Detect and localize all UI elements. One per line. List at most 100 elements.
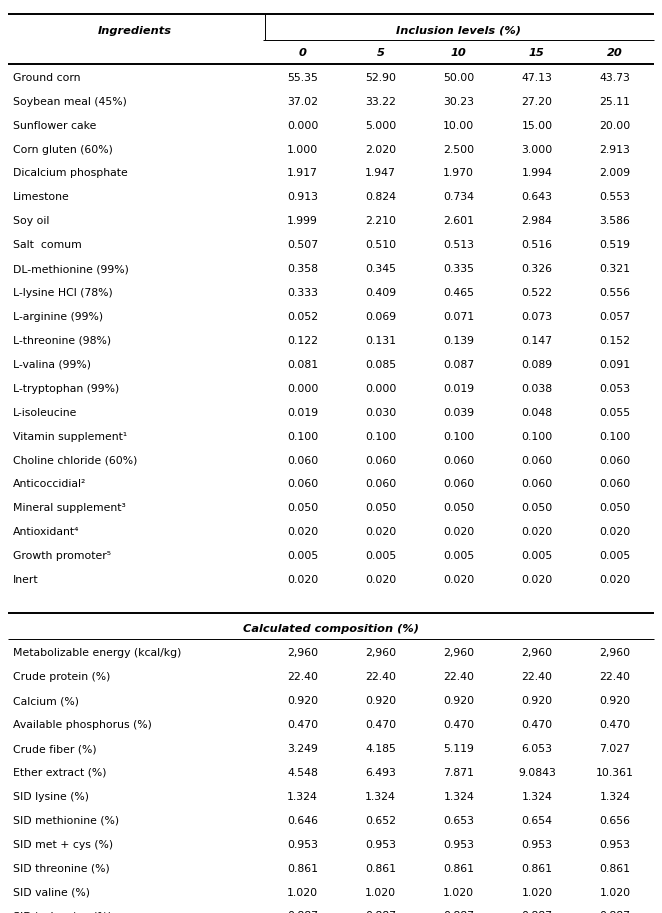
Text: 0.470: 0.470 xyxy=(521,720,553,730)
Text: 30.23: 30.23 xyxy=(444,97,474,107)
Text: 0.005: 0.005 xyxy=(443,551,475,561)
Text: 7.027: 7.027 xyxy=(600,744,630,754)
Text: 1.917: 1.917 xyxy=(287,169,318,178)
Text: Ground corn: Ground corn xyxy=(13,73,81,83)
Text: SID met + cys (%): SID met + cys (%) xyxy=(13,840,113,850)
Text: Metabolizable energy (kcal/kg): Metabolizable energy (kcal/kg) xyxy=(13,648,181,658)
Text: 2,960: 2,960 xyxy=(287,648,318,658)
Text: 1.324: 1.324 xyxy=(522,792,552,802)
Text: Soybean meal (45%): Soybean meal (45%) xyxy=(13,97,127,107)
Text: 0.060: 0.060 xyxy=(287,479,318,489)
Text: 0.953: 0.953 xyxy=(365,840,396,850)
Text: DL-methionine (99%): DL-methionine (99%) xyxy=(13,264,129,274)
Text: 2,960: 2,960 xyxy=(521,648,553,658)
Text: 0.020: 0.020 xyxy=(599,575,631,585)
Text: 0.073: 0.073 xyxy=(521,312,553,322)
Text: 0.409: 0.409 xyxy=(365,289,397,298)
Text: 0.060: 0.060 xyxy=(521,456,553,466)
Text: 0.321: 0.321 xyxy=(600,264,630,274)
Text: Choline chloride (60%): Choline chloride (60%) xyxy=(13,456,138,466)
Text: 0.087: 0.087 xyxy=(443,360,475,370)
Text: 52.90: 52.90 xyxy=(365,73,396,83)
Text: 1.947: 1.947 xyxy=(365,169,396,178)
Text: 6.493: 6.493 xyxy=(365,768,396,778)
Text: 0.920: 0.920 xyxy=(521,697,553,706)
Text: 0.333: 0.333 xyxy=(287,289,318,298)
Text: 1.324: 1.324 xyxy=(287,792,318,802)
Text: 9.0843: 9.0843 xyxy=(518,768,556,778)
Text: 0.556: 0.556 xyxy=(600,289,630,298)
Text: Soy oil: Soy oil xyxy=(13,216,50,226)
Text: Calcium (%): Calcium (%) xyxy=(13,697,79,706)
Text: 0.652: 0.652 xyxy=(365,816,396,825)
Text: 55.35: 55.35 xyxy=(287,73,318,83)
Text: 0.861: 0.861 xyxy=(522,864,552,874)
Text: Inclusion levels (%): Inclusion levels (%) xyxy=(397,26,521,36)
Text: 20: 20 xyxy=(607,48,623,58)
Text: Mineral supplement³: Mineral supplement³ xyxy=(13,503,126,513)
Text: 0.470: 0.470 xyxy=(365,720,397,730)
Text: 33.22: 33.22 xyxy=(365,97,396,107)
Text: 0.470: 0.470 xyxy=(599,720,631,730)
Text: 0.920: 0.920 xyxy=(365,697,397,706)
Text: 0.000: 0.000 xyxy=(287,121,318,131)
Text: Ether extract (%): Ether extract (%) xyxy=(13,768,107,778)
Text: 0.039: 0.039 xyxy=(443,408,475,417)
Text: 0.139: 0.139 xyxy=(444,336,474,346)
Text: 0.513: 0.513 xyxy=(444,240,474,250)
Text: 0.887: 0.887 xyxy=(287,911,318,913)
Text: 0.053: 0.053 xyxy=(599,383,631,394)
Text: 0.048: 0.048 xyxy=(521,408,553,417)
Text: 2,960: 2,960 xyxy=(443,648,475,658)
Text: 0.060: 0.060 xyxy=(365,456,397,466)
Text: 0.920: 0.920 xyxy=(287,697,318,706)
Text: 0.953: 0.953 xyxy=(522,840,552,850)
Text: SID isoleucine (%): SID isoleucine (%) xyxy=(13,911,113,913)
Text: 1.970: 1.970 xyxy=(444,169,474,178)
Text: 0.060: 0.060 xyxy=(599,456,631,466)
Text: 0.953: 0.953 xyxy=(444,840,474,850)
Text: 5.000: 5.000 xyxy=(365,121,397,131)
Text: 22.40: 22.40 xyxy=(522,672,552,682)
Text: 1.324: 1.324 xyxy=(365,792,396,802)
Text: 0.055: 0.055 xyxy=(599,408,631,417)
Text: 1.000: 1.000 xyxy=(287,144,318,154)
Text: 0.510: 0.510 xyxy=(365,240,397,250)
Text: 0.057: 0.057 xyxy=(599,312,631,322)
Text: 2.500: 2.500 xyxy=(443,144,475,154)
Text: SID lysine (%): SID lysine (%) xyxy=(13,792,89,802)
Text: SID threonine (%): SID threonine (%) xyxy=(13,864,110,874)
Text: 43.73: 43.73 xyxy=(600,73,630,83)
Text: 0.060: 0.060 xyxy=(521,479,553,489)
Text: 1.020: 1.020 xyxy=(599,887,631,897)
Text: 0.071: 0.071 xyxy=(443,312,475,322)
Text: 0.953: 0.953 xyxy=(287,840,318,850)
Text: 0.519: 0.519 xyxy=(600,240,630,250)
Text: 0: 0 xyxy=(299,48,307,58)
Text: 0.020: 0.020 xyxy=(599,528,631,537)
Text: 1.020: 1.020 xyxy=(521,887,553,897)
Text: 2,960: 2,960 xyxy=(365,648,397,658)
Text: L-threonine (98%): L-threonine (98%) xyxy=(13,336,111,346)
Text: 0.005: 0.005 xyxy=(365,551,397,561)
Text: L-arginine (99%): L-arginine (99%) xyxy=(13,312,103,322)
Text: 27.20: 27.20 xyxy=(522,97,552,107)
Text: 22.40: 22.40 xyxy=(600,672,630,682)
Text: 0.824: 0.824 xyxy=(365,193,396,203)
Text: 0.861: 0.861 xyxy=(600,864,630,874)
Text: 0.516: 0.516 xyxy=(522,240,552,250)
Text: 3.249: 3.249 xyxy=(287,744,318,754)
Text: 0.953: 0.953 xyxy=(600,840,630,850)
Text: 0.000: 0.000 xyxy=(287,383,318,394)
Text: Crude fiber (%): Crude fiber (%) xyxy=(13,744,97,754)
Text: 0.050: 0.050 xyxy=(287,503,318,513)
Text: 1.020: 1.020 xyxy=(443,887,475,897)
Text: 25.11: 25.11 xyxy=(600,97,630,107)
Text: 0.507: 0.507 xyxy=(287,240,318,250)
Text: 1.324: 1.324 xyxy=(444,792,474,802)
Text: 0.470: 0.470 xyxy=(287,720,318,730)
Text: Salt  comum: Salt comum xyxy=(13,240,82,250)
Text: 0.522: 0.522 xyxy=(522,289,552,298)
Text: 0.020: 0.020 xyxy=(365,575,397,585)
Text: 0.643: 0.643 xyxy=(522,193,552,203)
